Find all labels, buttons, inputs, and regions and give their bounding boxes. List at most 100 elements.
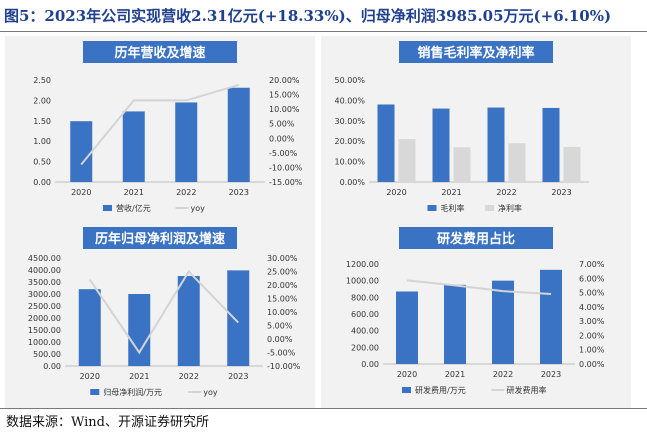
x-tick-label: 2021	[445, 370, 465, 379]
bar	[175, 102, 198, 182]
y-tick-label: 2000.00	[28, 314, 61, 323]
rd-expense-chart: 研发费用占比 0.00 200.00 400.00 600.00 800.00 1000.0…	[321, 222, 631, 408]
y-tick-label: 1.50	[33, 117, 51, 126]
y-tick-label: 600.00	[351, 310, 379, 319]
bar	[540, 269, 562, 364]
y-tick-label: 30.00%	[334, 117, 365, 126]
legend-label: 净利率	[498, 203, 522, 213]
legend-label: yoy	[191, 204, 206, 213]
x-tick-label: 2022	[496, 188, 516, 197]
legend-swatch	[402, 387, 411, 393]
y2-tick-label: 25.00%	[267, 268, 298, 277]
y2-tick-label: 3.00%	[579, 317, 605, 326]
bar	[492, 280, 514, 364]
y2-tick-label: 10.00%	[267, 308, 298, 317]
y2-tick-label: 0.00%	[579, 360, 605, 369]
x-tick-label: 2022	[176, 188, 196, 197]
y2-tick-label: 2.00%	[579, 331, 605, 340]
bar	[508, 143, 526, 182]
panel-background	[321, 222, 631, 408]
chart-title: 历年归母净利润及增速	[95, 231, 225, 247]
y2-tick-label: 0.00%	[269, 134, 295, 143]
x-tick-label: 2022	[179, 372, 199, 381]
y2-tick-label: -5.00%	[267, 349, 296, 358]
y2-tick-label: -5.00%	[269, 149, 298, 158]
y-tick-label: 0.00	[33, 178, 51, 187]
y2-tick-label: 6.00%	[579, 274, 605, 283]
bar	[563, 146, 581, 182]
x-tick-label: 2021	[124, 188, 144, 197]
y-tick-label: 400.00	[351, 327, 379, 336]
y2-tick-label: 7.00%	[579, 260, 605, 269]
y-tick-label: 20.00%	[334, 137, 365, 146]
series-line	[406, 279, 552, 295]
y2-tick-label: 30.00%	[267, 254, 298, 263]
bar	[177, 276, 200, 366]
x-tick-label: 2020	[71, 188, 91, 197]
x-tick-label: 2023	[541, 370, 561, 379]
title-box	[83, 227, 237, 249]
y-tick-label: 4500.00	[28, 254, 61, 263]
x-tick-label: 2023	[229, 188, 249, 197]
y-tick-label: 1500.00	[28, 326, 61, 335]
x-tick-label: 2023	[228, 372, 248, 381]
x-tick-label: 2023	[551, 188, 571, 197]
legend-label: 研发费用/万元	[415, 385, 466, 395]
y-tick-label: 4000.00	[28, 266, 61, 275]
x-tick-label: 2020	[386, 188, 406, 197]
legend-swatch	[485, 205, 494, 211]
y-tick-label: 3000.00	[28, 290, 61, 299]
bar	[487, 107, 505, 182]
legend-swatch	[90, 389, 100, 395]
y-tick-label: 500.00	[33, 350, 61, 359]
x-tick-label: 2022	[493, 370, 513, 379]
y2-tick-label: 5.00%	[269, 120, 295, 129]
series-line	[88, 269, 239, 355]
y-tick-label: 1000.00	[28, 338, 61, 347]
bar	[227, 270, 250, 366]
bar	[542, 107, 560, 182]
bar	[128, 294, 151, 366]
legend-label: 归母净利润/万元	[103, 387, 162, 397]
y2-tick-label: 5.00%	[267, 322, 293, 331]
source-note: 数据来源：Wind、开源证券研究所	[6, 415, 209, 430]
y2-tick-label: -10.00%	[267, 362, 301, 371]
x-tick-label: 2020	[397, 370, 417, 379]
y-tick-label: 0.00	[43, 362, 61, 371]
y2-tick-label: -15.00%	[269, 178, 303, 187]
y2-tick-label: -10.00%	[269, 163, 303, 172]
y-tick-label: 0.00	[361, 360, 379, 369]
y-tick-label: 2.00	[33, 96, 51, 105]
panel-background	[321, 36, 631, 222]
bar	[122, 111, 145, 182]
figure-title: 图5：2023年公司实现营收2.31亿元(+18.33%)、归母净利润3985.…	[4, 7, 612, 25]
legend-swatch	[427, 205, 437, 211]
y2-tick-label: 1.00%	[579, 346, 605, 355]
bar	[453, 147, 471, 182]
revenue-chart-panel: 历年营收及增速 0.00 0.50 1.00 1.50 2.00 2.50 -15.00% -1…	[5, 36, 315, 222]
y2-tick-label: 4.00%	[579, 303, 605, 312]
title-box	[399, 227, 553, 249]
bottom-rule	[0, 408, 647, 409]
legend-label: 营收/亿元	[116, 203, 151, 213]
y2-tick-label: 10.00%	[269, 105, 300, 114]
rd-expense-chart-panel: 研发费用占比 0.00 200.00 400.00 600.00 800.00 1000.0…	[321, 222, 631, 408]
panel-background	[5, 36, 315, 222]
chart-title: 销售毛利率及净利率	[417, 45, 534, 61]
y-tick-label: 40.00%	[334, 96, 365, 105]
x-tick-label: 2020	[80, 372, 100, 381]
bar	[432, 108, 450, 182]
x-tick-label: 2021	[129, 372, 149, 381]
margin-chart-panel: 销售毛利率及净利率 0.00% 10.00% 20.00% 30.00% 40.00% 50…	[321, 36, 631, 222]
bar	[396, 291, 418, 364]
y2-tick-label: 15.00%	[267, 295, 298, 304]
y-tick-label: 1.00	[33, 137, 51, 146]
y-tick-label: 2.50	[33, 76, 51, 85]
y-tick-label: 0.00%	[340, 178, 366, 187]
y-tick-label: 1200.00	[346, 260, 379, 269]
bar	[398, 139, 416, 182]
y2-tick-label: 0.00%	[267, 335, 293, 344]
bar	[227, 87, 250, 182]
x-tick-label: 2021	[441, 188, 461, 197]
series-line	[80, 83, 240, 166]
